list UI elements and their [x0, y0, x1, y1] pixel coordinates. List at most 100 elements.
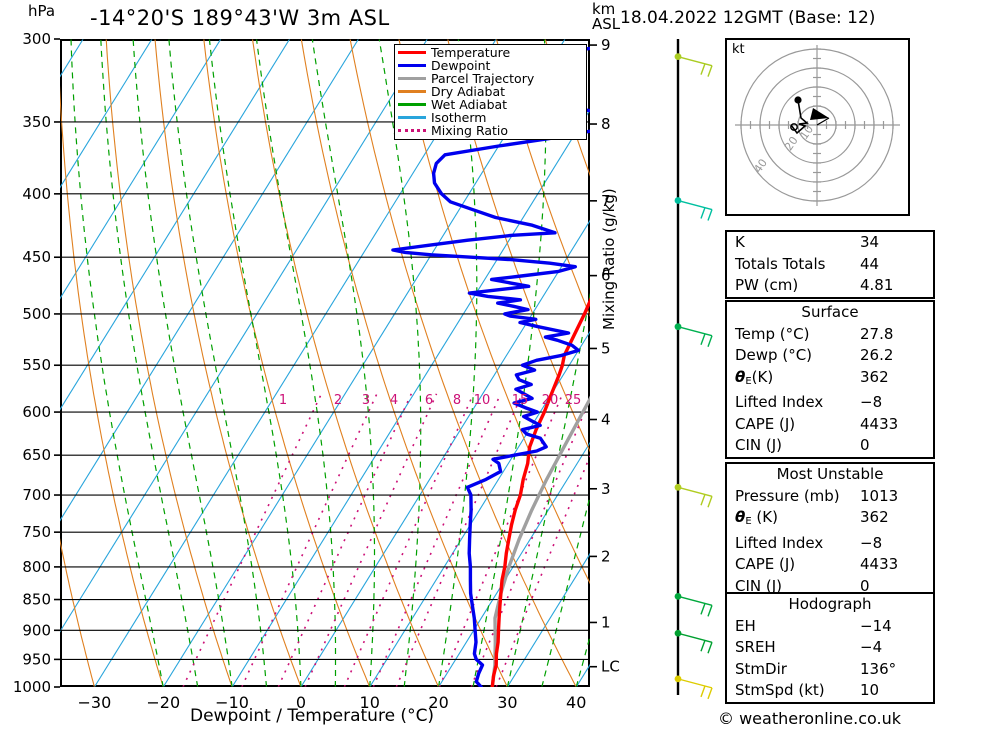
x-tick-label: 30 [497, 693, 518, 712]
row-value: 4433 [860, 414, 899, 433]
table-hodograph: Hodograph EH −14 SREH −4 StmDir 136° StmSpd (kt… [725, 592, 935, 704]
height-unit-label: km ASL [592, 2, 620, 32]
station-title: -14°20'S 189°43'W 3m ASL [90, 6, 390, 30]
legend-swatch-icon [398, 77, 426, 80]
row-value: 136° [860, 659, 897, 678]
table-row: CAPE (J) 4433 [727, 554, 933, 576]
table-row: StmDir 136° [727, 659, 933, 681]
row-value: 4.81 [860, 276, 894, 294]
row-label: CIN (J) [735, 436, 783, 454]
wind-barb [674, 675, 713, 700]
row-value: 10 [860, 681, 880, 699]
date-title: 18.04.2022 12GMT (Base: 12) [620, 8, 876, 28]
wind-barb [674, 197, 713, 221]
pressure-tick-label: 650 [22, 446, 51, 464]
table-most-unstable: Most Unstable Pressure (mb) 1013 θE (K) 362 L… [725, 462, 935, 599]
row-label: CIN (J) [735, 576, 783, 595]
table-row: Lifted Index −8 [727, 392, 933, 414]
mixing-ratio-label: 8 [453, 393, 461, 408]
row-value: 362 [860, 508, 889, 526]
x-axis-title: Dewpoint / Temperature (°C) [190, 706, 435, 726]
legend-swatch-icon [398, 90, 426, 93]
pressure-tick-label: 550 [22, 356, 51, 374]
row-value: 26.2 [860, 346, 894, 364]
height-unit-km: km [592, 0, 616, 18]
x-tick-label: −30 [77, 693, 112, 712]
table-row: CIN (J) 0 [727, 435, 933, 457]
row-label: SREH [735, 638, 776, 656]
pressure-tick-label: 350 [22, 113, 51, 131]
skewt-canvas: 1 2 3 4 6 8 10 15 20 25 [60, 39, 590, 687]
legend-item: Isotherm [398, 111, 584, 124]
height-tick-label: 8 [601, 115, 611, 133]
table-row: CAPE (J) 4433 [727, 414, 933, 436]
x-tick-label: 20 [428, 693, 449, 712]
table-row: θE (K) 362 [727, 507, 933, 533]
legend-label: Isotherm [431, 110, 487, 125]
legend-item: Mixing Ratio [398, 124, 584, 137]
row-label: θE(K) [735, 367, 774, 387]
height-tick-label: 1 [601, 613, 611, 631]
legend-item: Dewpoint [398, 59, 584, 72]
row-value: 44 [860, 254, 880, 273]
row-label: CAPE (J) [735, 555, 796, 573]
pressure-tick-label: 950 [22, 650, 51, 668]
copyright-footer: © weatheronline.co.uk [718, 709, 901, 728]
height-tick-label: 4 [601, 410, 611, 428]
row-value: −4 [860, 638, 883, 656]
row-label: Temp (°C) [735, 324, 810, 343]
table-row: Totals Totals 44 [727, 254, 933, 276]
mixing-ratio-label: 3 [362, 393, 370, 408]
pressure-tick-label: 900 [22, 621, 51, 639]
mixing-ratio-label: 6 [425, 393, 433, 408]
pressure-tick-label: 600 [22, 403, 51, 421]
legend-swatch-icon [398, 64, 426, 67]
table-row: SREH −4 [727, 637, 933, 659]
wind-barb [674, 592, 713, 617]
height-tick-label: 2 [601, 547, 611, 565]
row-label: PW (cm) [735, 276, 799, 294]
legend-label: Dry Adiabat [431, 84, 506, 99]
legend-swatch-icon [398, 103, 426, 106]
skewt-diagram: 1 2 3 4 6 8 10 15 20 25 300 350 400 450 500 550 600 650 7… [13, 30, 620, 726]
table-row: StmSpd (kt) 10 [727, 680, 933, 702]
row-label: StmSpd (kt) [735, 681, 825, 699]
legend-label: Parcel Trajectory [431, 71, 535, 86]
table-row: θE(K) 362 [727, 367, 933, 393]
row-label: Dewp (°C) [735, 346, 813, 364]
legend-item: Parcel Trajectory [398, 72, 584, 85]
wind-barb [674, 53, 713, 77]
table-row: K 34 [727, 232, 933, 254]
pressure-tick-label: 750 [22, 523, 51, 541]
row-label: K [735, 233, 745, 251]
legend-swatch-icon [398, 129, 426, 132]
skewt-axis-ticks: 300 350 400 450 500 550 600 650 700 750 800 850 900 9… [13, 30, 620, 696]
legend-label: Mixing Ratio [431, 123, 509, 138]
table-heading: Most Unstable [776, 465, 884, 483]
mixing-ratio-label: 25 [565, 393, 582, 408]
mixing-ratio-label: 20 [542, 393, 559, 408]
table-row: PW (cm) 4.81 [727, 275, 933, 297]
row-value: 4433 [860, 555, 899, 573]
height-tick-label: 9 [601, 36, 611, 54]
height-tick-label: 3 [601, 480, 611, 498]
row-value: 0 [860, 576, 870, 595]
pressure-unit-label: hPa [28, 2, 56, 20]
row-value: −14 [860, 616, 892, 635]
pressure-tick-label: 850 [22, 591, 51, 609]
table-heading: Surface [801, 303, 859, 321]
x-tick-label: 40 [566, 693, 587, 712]
pressure-tick-label: 400 [22, 185, 51, 203]
row-label: StmDir [735, 659, 787, 678]
legend-label: Dewpoint [431, 58, 491, 73]
pressure-tick-label: 450 [22, 248, 51, 266]
height-tick-label: 5 [601, 339, 611, 357]
pressure-tick-label: 300 [22, 30, 51, 48]
pressure-tick-label: 500 [22, 305, 51, 323]
table-row: Dewp (°C) 26.2 [727, 345, 933, 367]
row-value: 362 [860, 367, 889, 386]
mixing-ratio-label: 4 [390, 393, 398, 408]
row-value: 1013 [860, 486, 899, 505]
table-indices: K 34 Totals Totals 44 PW (cm) 4.81 [725, 230, 935, 299]
row-label: EH [735, 616, 756, 635]
